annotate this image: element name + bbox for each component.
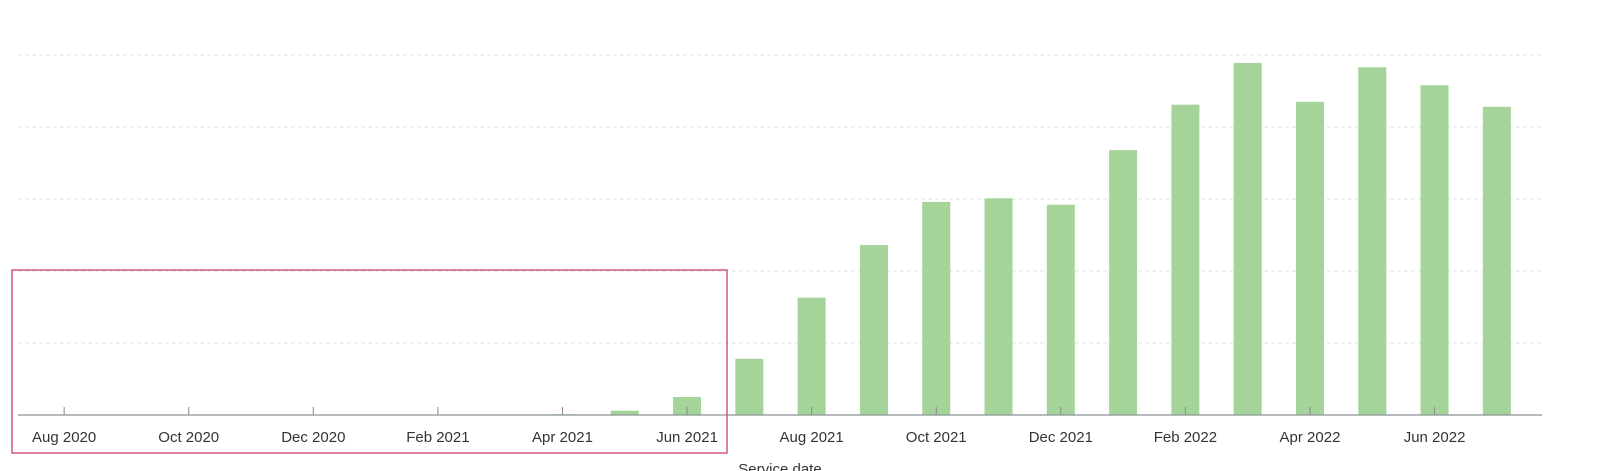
x-tick-label: Feb 2022 bbox=[1154, 429, 1217, 446]
bar bbox=[797, 297, 826, 415]
x-tick-label: Aug 2020 bbox=[32, 429, 96, 446]
bar bbox=[1358, 67, 1387, 416]
x-tick-label: Apr 2022 bbox=[1280, 429, 1341, 446]
bar bbox=[1171, 104, 1200, 416]
bar bbox=[1295, 101, 1324, 416]
x-tick-label: Dec 2020 bbox=[281, 429, 345, 446]
bar bbox=[673, 397, 702, 415]
x-tick-label: Apr 2021 bbox=[532, 429, 593, 446]
highlight-box bbox=[11, 269, 728, 454]
x-tick-label: Oct 2020 bbox=[158, 429, 219, 446]
bar bbox=[1420, 85, 1449, 416]
bar bbox=[1109, 150, 1138, 416]
bar bbox=[1046, 204, 1075, 415]
x-tick-label: Jun 2022 bbox=[1404, 429, 1466, 446]
x-tick-label: Oct 2021 bbox=[906, 429, 967, 446]
x-tick-label: Dec 2021 bbox=[1029, 429, 1093, 446]
bar bbox=[1233, 62, 1262, 416]
bar bbox=[984, 198, 1013, 415]
bar bbox=[610, 410, 639, 415]
bar bbox=[859, 245, 888, 415]
bar bbox=[1482, 106, 1511, 415]
x-axis-title: Service date bbox=[738, 461, 821, 471]
bar bbox=[735, 358, 764, 415]
bar bbox=[922, 201, 951, 415]
x-tick-label: Feb 2021 bbox=[406, 429, 469, 446]
x-tick-label: Jun 2021 bbox=[656, 429, 718, 446]
x-tick-label: Aug 2021 bbox=[780, 429, 844, 446]
